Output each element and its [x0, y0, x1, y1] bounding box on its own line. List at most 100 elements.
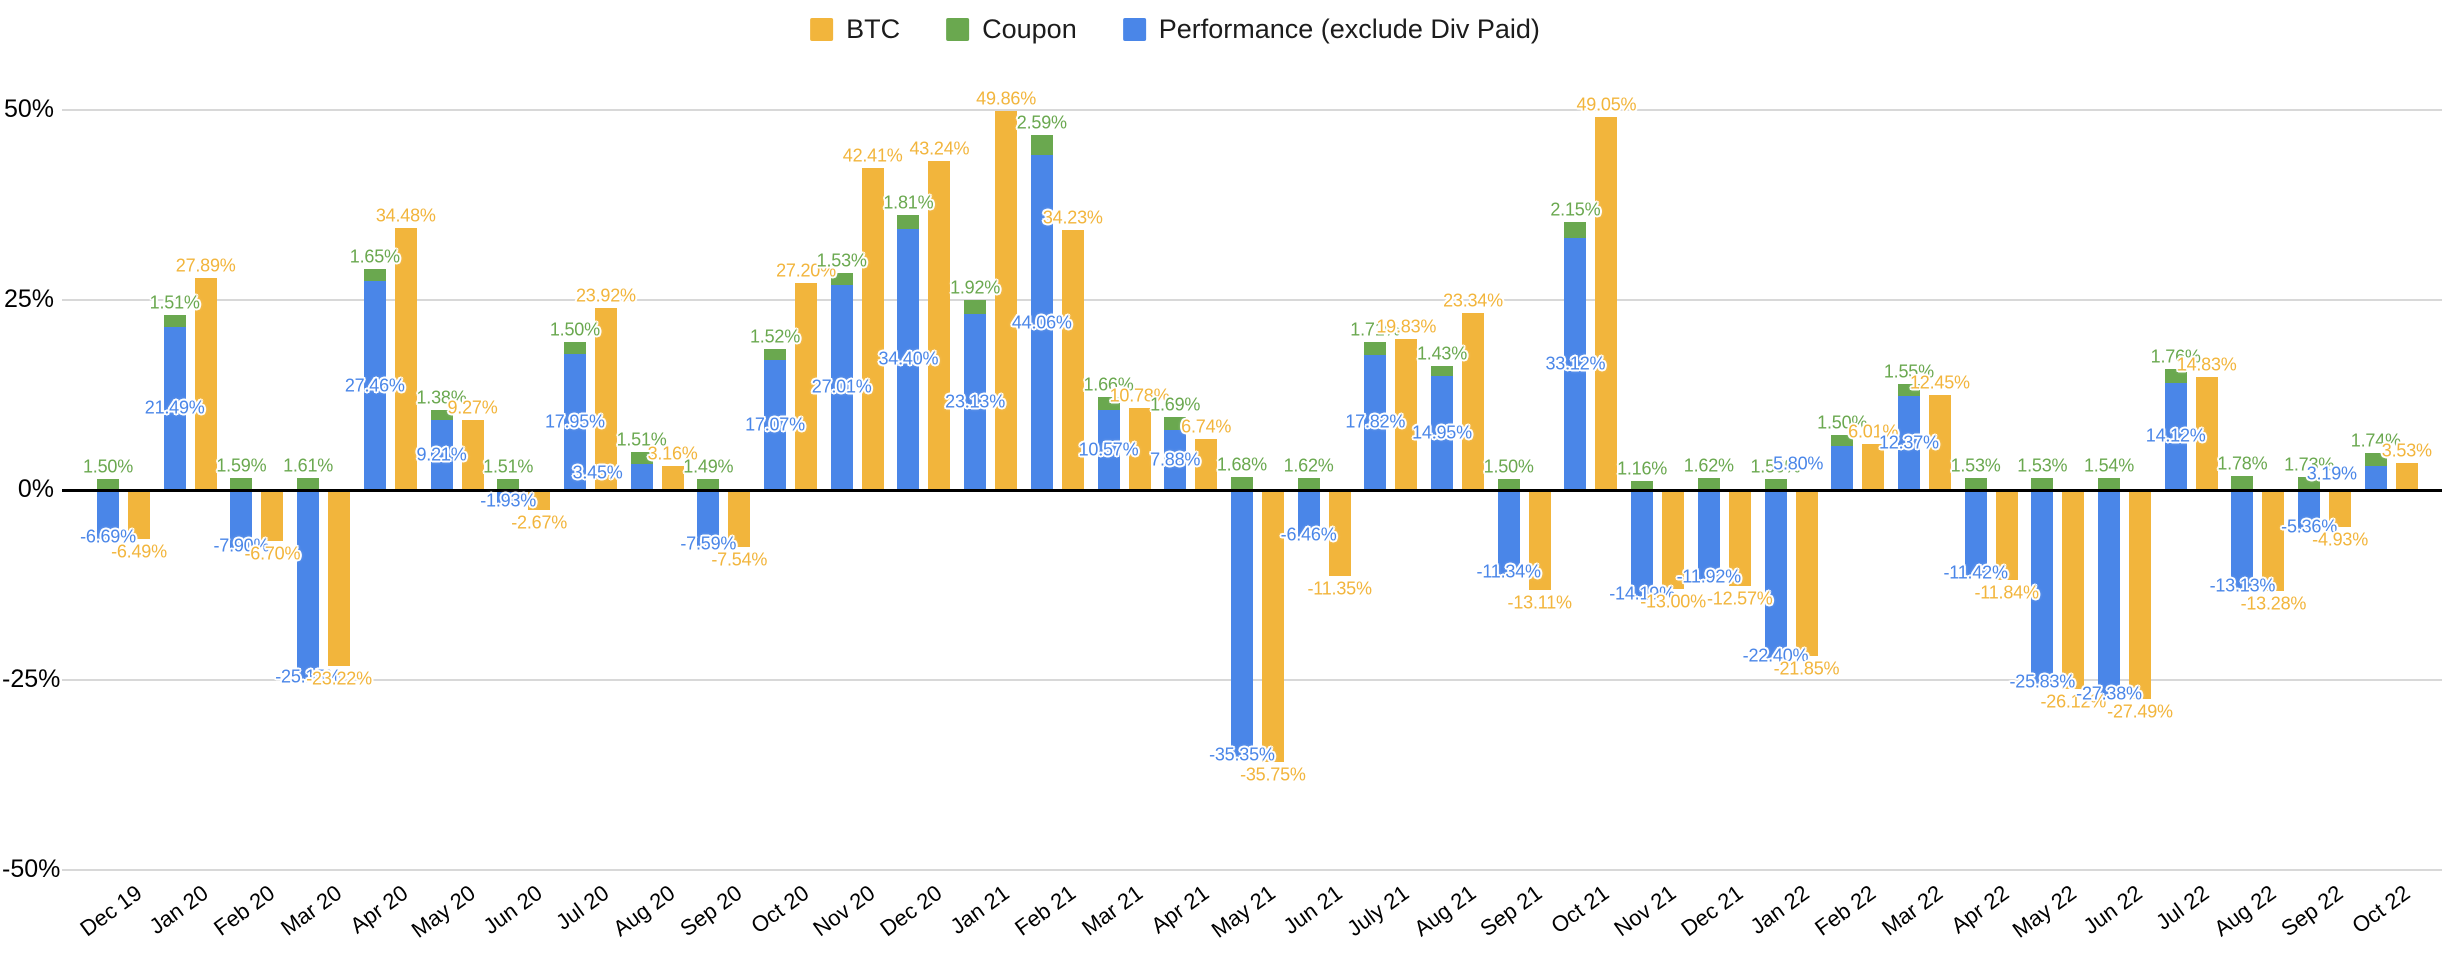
coupon-value-label: 1.54% — [2083, 455, 2135, 476]
x-axis-label: Sep 21 — [1475, 880, 1547, 942]
btc-value-label: 9.27% — [447, 397, 498, 418]
btc-bar — [1462, 312, 1484, 490]
performance-value-label: 14.12% — [2145, 425, 2206, 446]
performance-value-label: 10.57% — [1078, 439, 1139, 460]
coupon-value-label: 1.43% — [1416, 343, 1468, 363]
performance-value-label: -5.36% — [2281, 516, 2338, 537]
x-axis-label: Jul 22 — [2151, 880, 2214, 935]
coupon-value-label: 1.62% — [1683, 455, 1734, 476]
performance-value-label: 27.01% — [811, 376, 872, 397]
x-axis-label: Oct 22 — [2346, 880, 2415, 939]
btc-value-label: -23.22% — [306, 668, 372, 689]
gridline — [62, 299, 2442, 301]
performance-bar — [964, 314, 987, 490]
x-axis-label: Jan 21 — [945, 880, 1014, 940]
performance-bar — [297, 490, 320, 682]
coupon-value-label: 2.15% — [1550, 199, 1601, 220]
x-axis-label: Jun 22 — [2079, 880, 2148, 940]
coupon-value-label: 1.69% — [1150, 394, 1201, 415]
btc-value-label: -12.57% — [1706, 588, 1773, 609]
performance-bar — [2231, 490, 2254, 590]
coupon-value-label: 1.52% — [749, 326, 801, 347]
performance-value-label: 3.19% — [2306, 463, 2357, 484]
btc-value-label: -13.00% — [1640, 591, 1706, 612]
coupon-value-label: 1.73% — [2284, 454, 2335, 475]
coupon-value-label: 1.50% — [1483, 456, 1534, 477]
performance-bar — [1497, 490, 1520, 577]
y-axis-tick: 25% — [3, 285, 54, 313]
x-axis-label: May 22 — [2007, 880, 2081, 943]
legend-label: Performance (exclude Div Paid) — [1158, 14, 1540, 44]
x-axis-label: Mar 21 — [1076, 880, 1147, 941]
coupon-bar — [1364, 341, 1387, 355]
coupon-bar — [1631, 481, 1654, 490]
btc-bar — [1328, 490, 1351, 577]
coupon-bar — [1164, 417, 1187, 431]
x-axis-label: Apr 21 — [1146, 880, 1214, 939]
performance-value-label: -1.93% — [480, 490, 537, 511]
performance-bar — [2098, 490, 2120, 699]
btc-bar — [1395, 339, 1418, 490]
performance-bar — [897, 228, 920, 490]
btc-value-label: 3.16% — [647, 443, 698, 464]
x-axis-label: Jun 21 — [1278, 880, 1347, 940]
coupon-value-label: 1.53% — [816, 250, 867, 271]
btc-bar — [1928, 395, 1951, 490]
y-axis-tick: -25% — [2, 665, 61, 693]
btc-bar — [1862, 444, 1885, 490]
coupon-value-label: 1.68% — [1216, 454, 1267, 475]
performance-value-label: 7.88% — [1150, 449, 1201, 470]
legend-item-btc: BTC — [810, 14, 900, 45]
coupon-value-label: 1.50% — [1817, 412, 1868, 433]
coupon-bar — [964, 299, 987, 315]
btc-bar — [1995, 490, 2018, 580]
coupon-bar — [697, 478, 720, 490]
x-axis-label: Oct 21 — [1546, 880, 1614, 939]
btc-value-label: 34.48% — [375, 205, 436, 226]
btc-bar — [1662, 490, 1685, 589]
performance-bar — [230, 490, 253, 551]
coupon-bar — [830, 273, 853, 285]
coupon-value-label: 1.49% — [683, 456, 734, 477]
performance-bar — [1230, 490, 1253, 759]
btc-value-label: 43.24% — [909, 138, 970, 159]
btc-bar — [1128, 408, 1151, 490]
performance-bar — [1164, 430, 1187, 490]
performance-bar — [1764, 490, 1787, 661]
btc-value-label: -26.12% — [2040, 691, 2107, 711]
performance-value-label: -22.40% — [1742, 645, 1809, 666]
coupon-bar — [2231, 476, 2254, 490]
performance-value-label: 12.37% — [1878, 432, 1939, 453]
x-axis-label: Sep 22 — [2276, 880, 2348, 942]
btc-value-label: 12.45% — [1909, 372, 1970, 393]
coupon-value-label: 1.74% — [2350, 430, 2401, 451]
performance-value-label: 17.82% — [1345, 411, 1406, 432]
x-axis-label: Jan 20 — [144, 880, 213, 940]
coupon-bar — [563, 342, 586, 354]
btc-value-label: -6.49% — [111, 541, 167, 562]
performance-bar — [2364, 465, 2387, 490]
x-axis-label: Aug 20 — [608, 880, 680, 942]
coupon-value-label: 1.50% — [82, 456, 134, 477]
performance-bar — [97, 490, 119, 541]
coupon-bar — [1831, 434, 1854, 446]
btc-bar — [128, 490, 150, 540]
coupon-value-label: 1.50% — [549, 319, 600, 340]
coupon-bar — [1431, 365, 1453, 377]
coupon-value-label: 1.53% — [2017, 455, 2068, 476]
btc-value-label: -21.85% — [1773, 658, 1840, 679]
performance-bar — [697, 490, 720, 548]
x-axis-label: Mar 20 — [276, 880, 347, 941]
btc-value-label: 3.53% — [2381, 440, 2432, 461]
btc-value-label: -11.35% — [1307, 578, 1372, 599]
btc-bar — [194, 278, 217, 490]
plot-area: 1.50% -6.69% -6.49% 1.51% 21.49% 27.89% 1.59% -… — [62, 89, 2442, 871]
btc-value-label: 19.83% — [1376, 316, 1437, 337]
performance-value-label: -27.38% — [2076, 683, 2142, 704]
performance-value-label: -25.83% — [2009, 671, 2076, 692]
coupon-bar — [1697, 477, 1720, 490]
performance-bar — [2298, 490, 2321, 531]
performance-value-label: -11.42% — [1943, 562, 2008, 583]
btc-bar — [594, 308, 617, 490]
performance-bar — [2031, 490, 2054, 687]
